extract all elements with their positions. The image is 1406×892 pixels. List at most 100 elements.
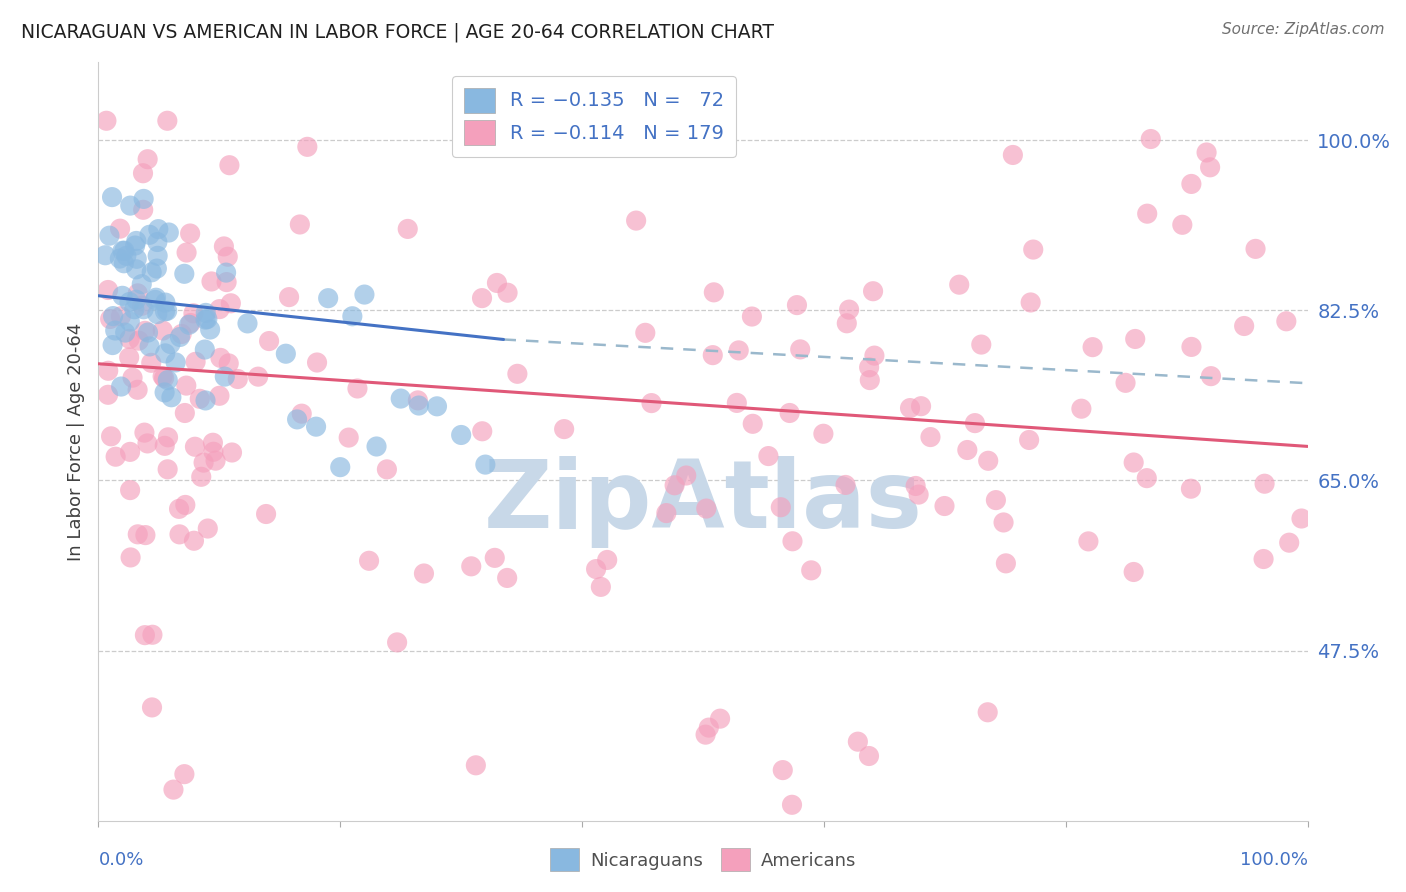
Point [127,527,149,541]
Point [254,507,277,521]
Point [346,382,368,396]
Point [179,227,201,241]
Point [134,324,156,338]
Point [236,317,259,331]
Point [450,428,472,442]
Point [956,442,979,457]
Point [1122,456,1144,470]
Point [194,312,217,326]
Point [184,440,207,454]
Point [218,158,240,172]
Point [1180,482,1202,496]
Point [194,343,217,357]
Point [134,425,156,440]
Point [695,728,717,742]
Point [136,152,159,166]
Point [702,348,724,362]
Point [131,299,153,313]
Y-axis label: In Labor Force | Age 20-64: In Labor Force | Age 20-64 [66,322,84,561]
Point [152,324,174,338]
Point [153,385,176,400]
Point [138,227,160,242]
Point [1291,511,1313,525]
Point [101,338,124,352]
Point [779,406,801,420]
Point [1233,318,1256,333]
Point [1070,401,1092,416]
Point [132,166,155,180]
Point [145,291,167,305]
Point [305,419,328,434]
Point [118,351,141,365]
Point [169,527,191,541]
Point [162,782,184,797]
Point [108,252,131,266]
Point [128,334,150,348]
Point [190,470,212,484]
Point [963,416,986,430]
Point [257,334,280,348]
Point [141,265,163,279]
Point [212,239,235,253]
Point [146,235,169,249]
Point [496,285,519,300]
Point [160,390,183,404]
Point [141,700,163,714]
Point [329,460,352,475]
Point [141,628,163,642]
Point [176,378,198,392]
Point [136,436,159,450]
Point [226,372,249,386]
Text: NICARAGUAN VS AMERICAN IN LABOR FORCE | AGE 20-64 CORRELATION CHART: NICARAGUAN VS AMERICAN IN LABOR FORCE | … [21,22,775,42]
Point [110,310,132,324]
Point [484,550,506,565]
Point [146,261,169,276]
Point [1253,552,1275,566]
Point [221,445,243,459]
Point [120,483,142,497]
Point [305,355,328,369]
Point [782,534,804,549]
Point [1180,177,1202,191]
Point [859,373,882,387]
Point [111,244,134,258]
Point [835,316,858,330]
Point [173,406,195,420]
Point [741,417,763,431]
Point [169,330,191,344]
Point [124,238,146,252]
Point [1136,471,1159,485]
Point [136,326,159,340]
Point [180,316,202,330]
Point [125,234,148,248]
Point [200,275,222,289]
Point [114,326,136,340]
Point [197,522,219,536]
Point [291,407,314,421]
Point [1123,332,1146,346]
Point [413,566,436,581]
Point [741,310,763,324]
Point [101,190,124,204]
Point [970,337,993,351]
Point [183,533,205,548]
Point [97,388,120,402]
Point [655,506,678,520]
Point [994,557,1017,571]
Point [96,113,118,128]
Point [789,343,811,357]
Point [316,291,339,305]
Point [97,364,120,378]
Point [1244,242,1267,256]
Point [506,367,529,381]
Text: 100.0%: 100.0% [1240,851,1308,869]
Point [396,222,419,236]
Point [194,306,217,320]
Point [202,444,225,458]
Point [863,349,886,363]
Point [697,721,720,735]
Point [977,454,1000,468]
Point [703,285,725,300]
Point [585,562,607,576]
Point [143,293,166,307]
